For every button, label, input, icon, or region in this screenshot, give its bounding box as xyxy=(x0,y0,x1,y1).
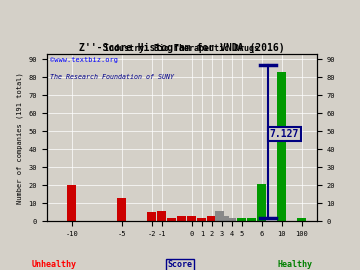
Bar xyxy=(277,72,286,221)
Bar xyxy=(157,211,166,221)
Text: Industry: Bio Therapeutic Drugs: Industry: Bio Therapeutic Drugs xyxy=(104,44,259,53)
Bar xyxy=(297,218,306,221)
Bar xyxy=(67,185,76,221)
Y-axis label: Number of companies (191 total): Number of companies (191 total) xyxy=(17,72,23,204)
Text: 7.127: 7.127 xyxy=(270,129,299,139)
Text: The Research Foundation of SUNY: The Research Foundation of SUNY xyxy=(50,74,174,80)
Bar xyxy=(247,218,256,221)
Bar xyxy=(197,218,206,221)
Bar xyxy=(220,216,229,221)
Bar xyxy=(177,216,186,221)
Bar xyxy=(227,218,236,221)
Text: Score: Score xyxy=(167,260,193,269)
Text: ©www.textbiz.org: ©www.textbiz.org xyxy=(50,57,117,63)
Text: Healthy: Healthy xyxy=(278,260,313,269)
Title: Z''-Score Histogram for VNDA (2016): Z''-Score Histogram for VNDA (2016) xyxy=(79,43,285,53)
Text: Unhealthy: Unhealthy xyxy=(32,260,76,269)
Bar xyxy=(167,218,176,221)
Bar xyxy=(147,212,156,221)
Bar xyxy=(237,218,246,221)
Bar xyxy=(187,216,196,221)
Bar xyxy=(207,216,216,221)
Bar xyxy=(117,198,126,221)
Bar xyxy=(215,211,224,221)
Bar xyxy=(257,184,266,221)
